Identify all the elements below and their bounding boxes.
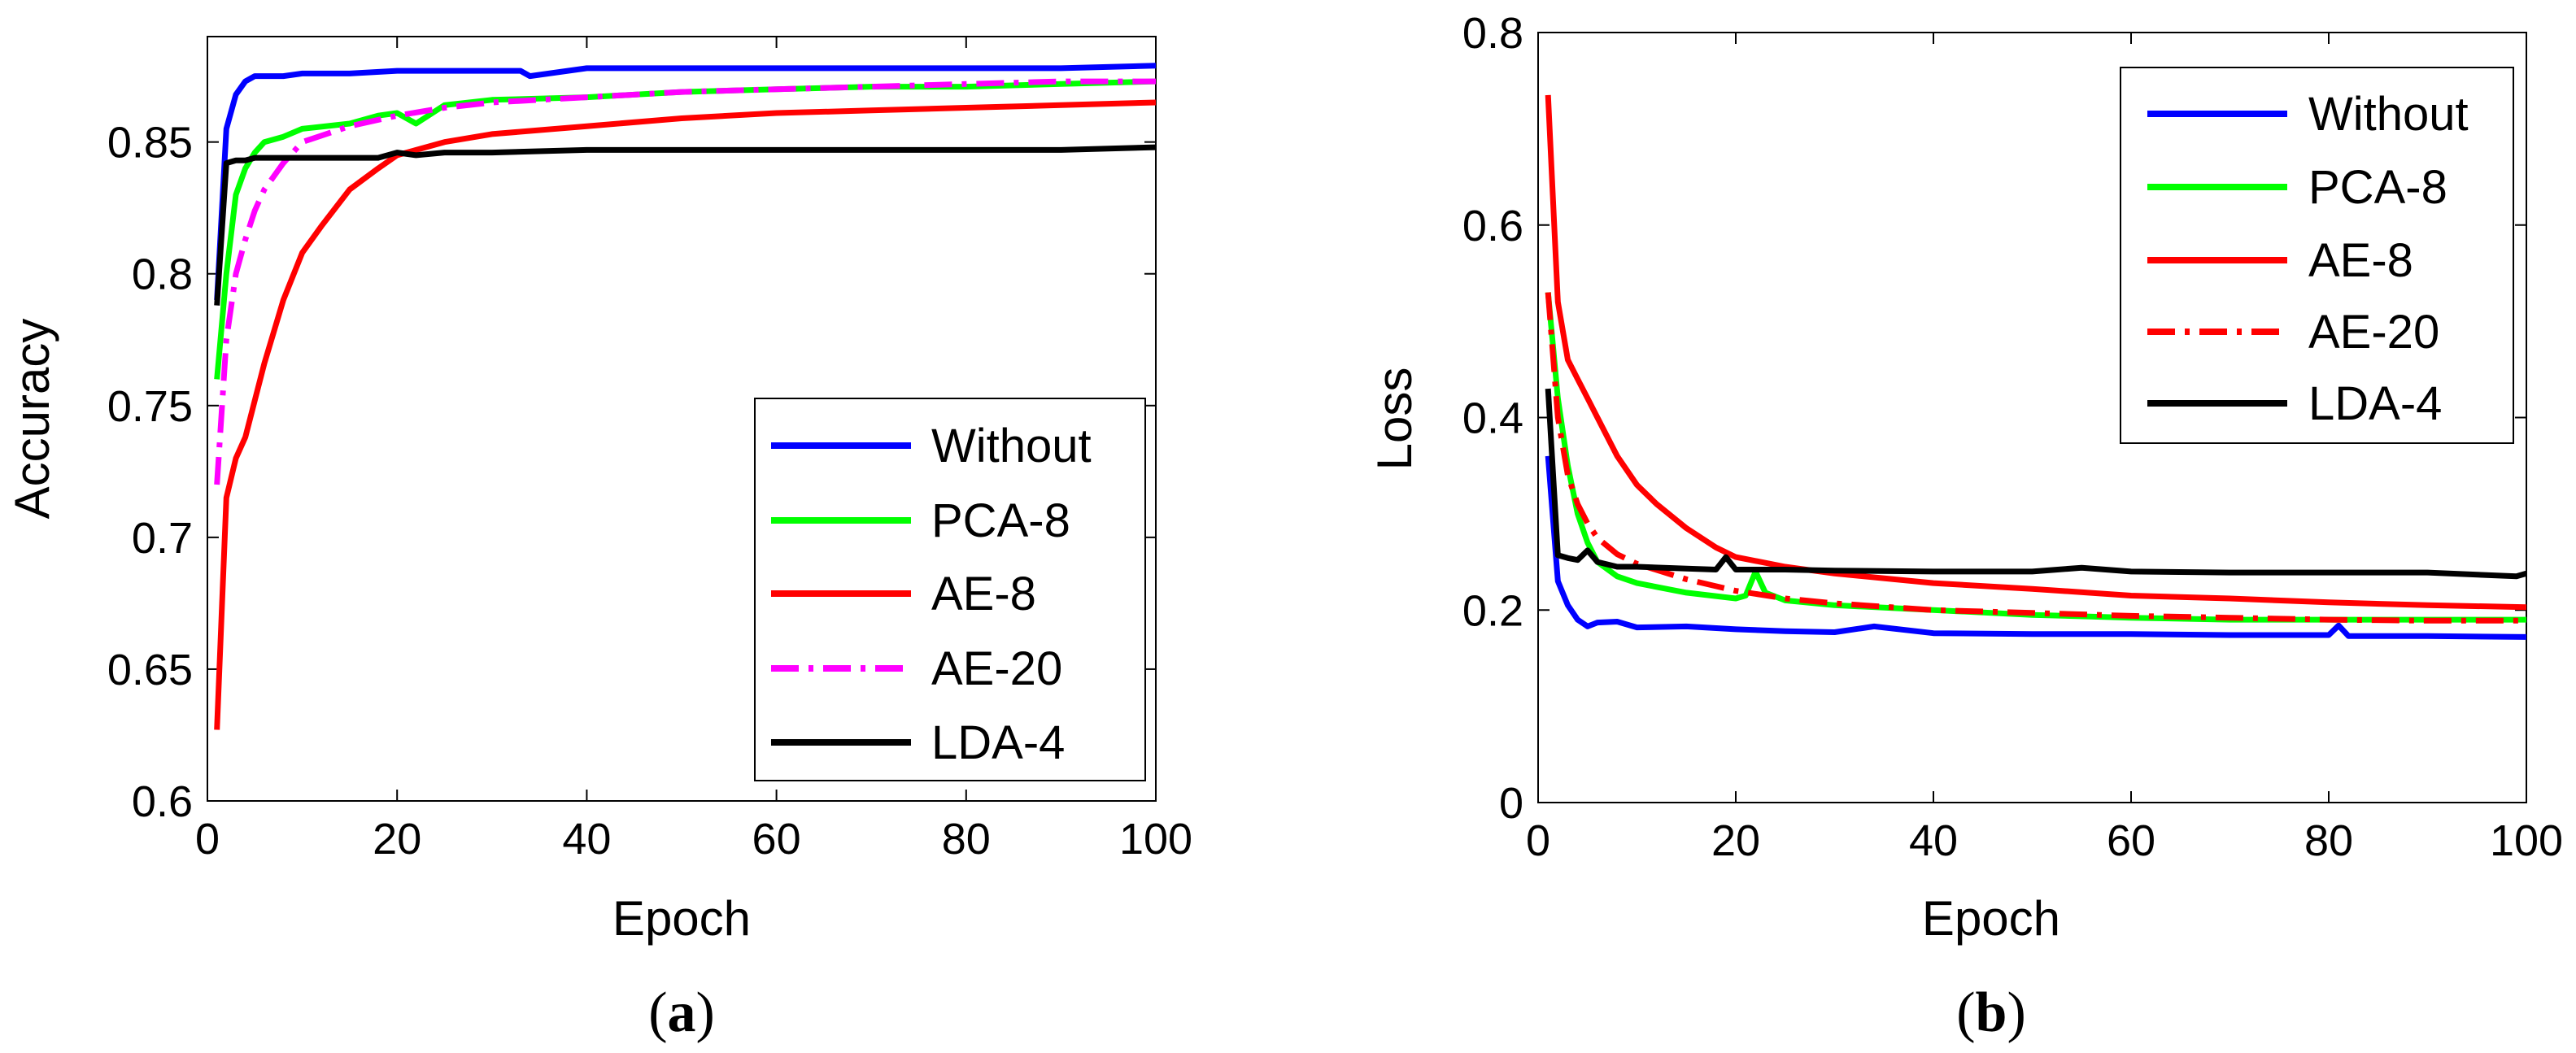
x-tick-label-a: 100 — [1119, 815, 1192, 864]
legend-box-a — [754, 398, 1146, 781]
caption-b-open: ( — [1956, 981, 1975, 1044]
legend-label-ae8-a: AE-8 — [931, 568, 1036, 620]
caption-a: (a) — [648, 981, 715, 1044]
x-axis-label-b: Epoch — [1922, 891, 2060, 946]
y-tick-label-a: 0.65 — [107, 646, 193, 694]
x-tick-label-b: 0 — [1526, 816, 1550, 865]
series-line-lda-4-b — [1545, 388, 2527, 580]
y-tick-label-a: 0.75 — [107, 382, 193, 431]
y-tick-label-b: 0.8 — [1462, 9, 1523, 58]
legend-label-lda4-a: LDA-4 — [931, 716, 1065, 769]
series-line-ae-8-a — [214, 99, 1157, 730]
series-line-without-a — [214, 63, 1157, 301]
legend-label-lda4-b: LDA-4 — [2308, 377, 2442, 430]
x-tick-label-b: 60 — [2107, 816, 2155, 865]
legend-label-without-b: Without — [2308, 88, 2469, 141]
x-tick-label-b: 20 — [1711, 816, 1760, 865]
legend-label-ae20-b: AE-20 — [2308, 306, 2439, 359]
caption-a-open: ( — [648, 981, 667, 1044]
x-tick-label-b: 100 — [2490, 816, 2563, 865]
series-lines-b — [1545, 94, 2527, 640]
x-tick-label-a: 20 — [373, 815, 421, 864]
x-tick-label-a: 0 — [195, 815, 220, 864]
y-tick-label-a: 0.6 — [132, 777, 193, 826]
y-axis-label-a: Accuracy — [5, 319, 59, 520]
y-tick-label-a: 0.8 — [132, 250, 193, 299]
legend-label-pca8-b: PCA-8 — [2308, 161, 2447, 214]
series-line-ae-20-a — [214, 78, 1156, 485]
x-tick-label-b: 80 — [2304, 816, 2353, 865]
legend-label-ae8-b: AE-8 — [2308, 234, 2413, 287]
series-line-without-b — [1545, 455, 2527, 640]
series-line-lda-4-a — [214, 144, 1157, 306]
axes-a: 0 20 40 60 80 100 0.6 0.65 0.7 0.75 0.8 0.85 — [107, 37, 1192, 864]
y-tick-label-b: 0 — [1499, 779, 1523, 828]
series-line-ae-8-b — [1545, 94, 2527, 611]
caption-a-close: ) — [696, 981, 715, 1044]
caption-a-letter: a — [668, 981, 696, 1044]
y-tick-label-b: 0.2 — [1462, 586, 1523, 635]
y-axis-label-b: Loss — [1367, 368, 1422, 471]
caption-b: (b) — [1956, 981, 2026, 1044]
caption-b-close: ) — [2007, 981, 2025, 1044]
x-tick-label-a: 40 — [562, 815, 611, 864]
legend-a: Without PCA-8 AE-8 AE-20 LDA-4 — [754, 398, 1146, 781]
y-tick-label-a: 0.7 — [132, 514, 193, 563]
legend-label-ae20-a: AE-20 — [931, 642, 1062, 695]
y-tick-label-a: 0.85 — [107, 119, 193, 168]
x-tick-label-a: 60 — [752, 815, 801, 864]
y-tick-label-b: 0.6 — [1462, 202, 1523, 250]
series-line-ae-20-b — [1545, 292, 2526, 624]
legend-b: Without PCA-8 AE-8 AE-20 LDA-4 — [2120, 67, 2514, 444]
x-tick-label-a: 80 — [942, 815, 991, 864]
series-lines-a — [214, 63, 1157, 730]
legend-box-b — [2120, 67, 2514, 444]
axes-b: 0 20 40 60 80 100 0 0.2 0.4 0.6 0.8 — [1462, 9, 2563, 865]
legend-label-pca8-a: PCA-8 — [931, 494, 1070, 547]
caption-b-letter: b — [1976, 981, 2007, 1044]
panel-b: 0 20 40 60 80 100 0 0.2 0.4 0.6 0.8 Epoch Loss Wit… — [1367, 9, 2563, 1044]
x-axis-label-a: Epoch — [612, 891, 751, 946]
legend-label-without-a: Without — [931, 420, 1092, 472]
x-tick-label-b: 40 — [1909, 816, 1958, 865]
y-tick-label-b: 0.4 — [1462, 394, 1523, 443]
